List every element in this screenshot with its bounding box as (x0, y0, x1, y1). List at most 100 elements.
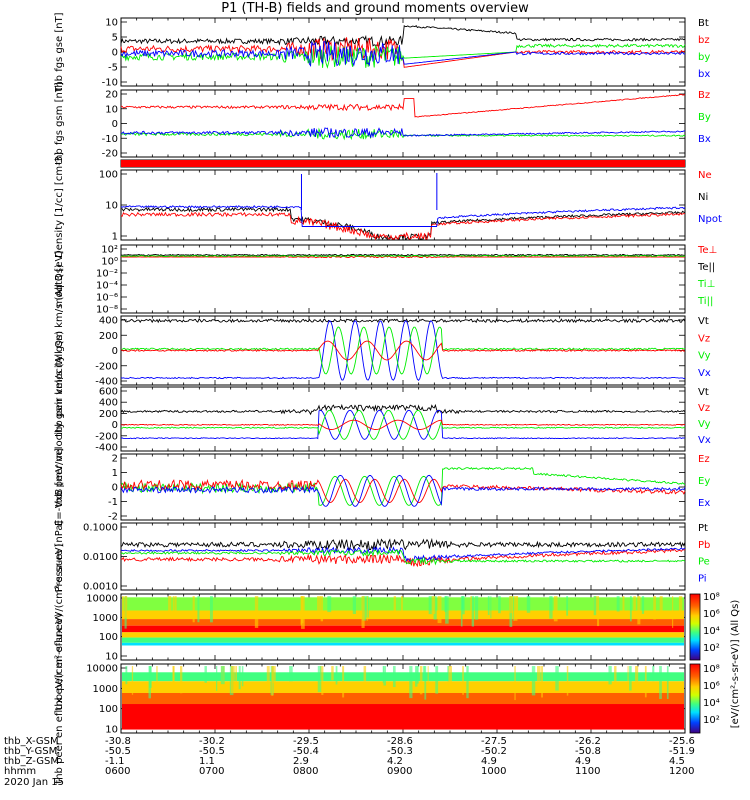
Ey-line (120, 467, 686, 506)
y-tick-label: 0 (112, 420, 118, 431)
Vt-ion-line (120, 318, 686, 324)
x-tick-value: 0800 (293, 766, 319, 777)
x-tick-value: -27.5 (481, 736, 507, 747)
Vy-elec-line (121, 409, 686, 440)
y-tick-label: 20 (105, 90, 118, 101)
y-tick-label: 10⁰ (101, 257, 118, 268)
y-tick-label: 10000 (86, 664, 118, 675)
x-tick-value: 2.9 (293, 756, 309, 767)
x-row-label: thb_X-GSM (4, 736, 59, 747)
y-tick-label: -10 (102, 78, 118, 89)
x-tick-value: -30.2 (199, 736, 225, 747)
y-tick-label: 1000 (93, 613, 118, 624)
y-axis-label: moqt3 [eV] (54, 251, 65, 308)
Ni-line (121, 206, 686, 241)
legend-Vy: Vy (698, 351, 711, 362)
Vz-elec-line (120, 419, 686, 430)
x-tick-value: -29.5 (293, 736, 319, 747)
x-tick-value: -30.8 (105, 736, 131, 747)
y-tick-label: 0 (112, 483, 118, 494)
x-row-label: hhmm (4, 766, 37, 777)
y-tick-label: 400 (99, 316, 118, 327)
colorbar-tick: 10⁴ (703, 698, 720, 709)
y-tick-label: 1 (112, 468, 118, 479)
panel-11: 10000 1000 100 10 thb peer en eflux eV/(cm²-… (54, 613, 686, 784)
y-axis-label: thb peer velocity gsm km/s (All Qs) (54, 331, 65, 507)
y-tick-label: 5 (112, 33, 118, 44)
y-tick-label: 10⁻² (96, 269, 118, 280)
y-tick-label: 2 (112, 454, 118, 465)
colorbar-tick: 10⁴ (703, 626, 720, 637)
legend-Ey: Ey (698, 476, 710, 487)
legend-Bx: Bx (698, 134, 711, 145)
y-tick-label: 600 (99, 387, 118, 398)
y-tick-label: 200 (99, 331, 118, 342)
y-tick-label: 200 (99, 409, 118, 420)
y-tick-label: 0.0100 (83, 552, 118, 563)
legend-Bt: Bt (698, 18, 709, 29)
y-tick-label: 100 (99, 704, 118, 715)
Vz-ion-line (120, 340, 686, 361)
x-tick-value: -50.4 (293, 746, 319, 757)
colorbar: 10⁸ 10⁶ 10⁴ 10² 10⁸ 10⁶ 10⁴ 10² [eV/(cm²-s-sr-eV… (689, 592, 741, 734)
x-tick-value: 1200 (669, 766, 695, 777)
x-tick-value: 4.9 (481, 756, 497, 767)
ion-spectrogram (122, 596, 684, 646)
Vy-ion-line (120, 326, 686, 375)
legend-Vz: Vz (698, 333, 710, 344)
x-tick-value: 4.2 (387, 756, 403, 767)
legend-bz: bz (698, 35, 710, 46)
colorbar-tick: 10² (703, 643, 720, 654)
x-tick-value: -50.2 (481, 746, 507, 757)
by-line (120, 43, 686, 69)
flag-bar (121, 160, 685, 167)
panel-4: 100 10 1 Density [1/cc] [cm-3] Ne Ni Npot (54, 152, 722, 258)
legend-Pb: Pb (698, 540, 710, 551)
legend-Vy: Vy (698, 419, 711, 430)
bz-line (120, 36, 686, 68)
y-axis-label: thb peir velocity gsm km/s (All Qs) (54, 264, 65, 437)
Vx-elec-line (120, 409, 686, 440)
legend-by: by (698, 52, 710, 63)
y-tick-label: -20 (102, 149, 118, 160)
legend-Ne: Ne (698, 170, 712, 181)
y-tick-label: 10 (105, 725, 118, 736)
page-title: P1 (TH-B) fields and ground moments over… (221, 1, 529, 16)
y-axis-label: thb fgs gse [nT] (54, 12, 65, 91)
x-tick-value: 1000 (481, 766, 507, 777)
y-tick-label: 0.0010 (83, 582, 118, 593)
x-tick-value: 4.5 (669, 756, 685, 767)
y-tick-label: 10⁻⁴ (96, 281, 118, 292)
legend-Npot: Npot (698, 214, 722, 225)
y-tick-label: 0 (112, 346, 118, 357)
y-tick-label: -200 (95, 361, 118, 372)
x-tick-value: -28.6 (387, 736, 413, 747)
x-tick-value: -50.5 (199, 746, 225, 757)
date-label: 2020 Jan 15 (4, 777, 64, 788)
legend-Ti||: Ti|| (697, 296, 713, 307)
legend-Pe: Pe (698, 557, 710, 568)
y-tick-label: 100 (99, 632, 118, 643)
y-tick-label: 100 (99, 170, 118, 181)
colorbar-tick: 10⁸ (703, 664, 720, 675)
x-tick-value: -26.2 (575, 736, 601, 747)
Ex-line (120, 474, 686, 507)
legend-Ti⊥: Ti⊥ (697, 279, 715, 290)
panel-9: 0.1000 0.0100 0.0010 Pressure [nPa] Pt Pb Pe Pi (54, 521, 710, 593)
Pe-line (120, 549, 686, 566)
panel-10: 10000 1000 100 10 thb peir en eflux eV/(cm²-… (54, 543, 686, 711)
y-tick-label: -400 (95, 443, 118, 454)
Pt-line (120, 537, 686, 551)
colorbar-tick: 10⁸ (703, 592, 720, 603)
legend-Bz: Bz (698, 90, 710, 101)
y-tick-label: 10 (105, 104, 118, 115)
x-tick-value: -50.5 (105, 746, 131, 757)
y-axis-label: thb peir en eflux eV/(cm²-s-sr-eV) (54, 543, 65, 710)
legend-bx: bx (698, 69, 710, 80)
legend-Vx: Vx (698, 368, 711, 379)
y-tick-label: 0.1000 (83, 523, 118, 534)
y-axis-label: thb peer en eflux eV/(cm²-s-sr-eV) (54, 613, 65, 784)
y-tick-label: 1000 (93, 684, 118, 695)
